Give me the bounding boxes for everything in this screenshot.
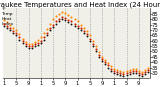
Title: Milwaukee Temperatures and Heat Index (24 Hours): Milwaukee Temperatures and Heat Index (2… xyxy=(0,1,160,8)
Text: °F
Temp
Heat
Index: °F Temp Heat Index xyxy=(1,7,13,26)
